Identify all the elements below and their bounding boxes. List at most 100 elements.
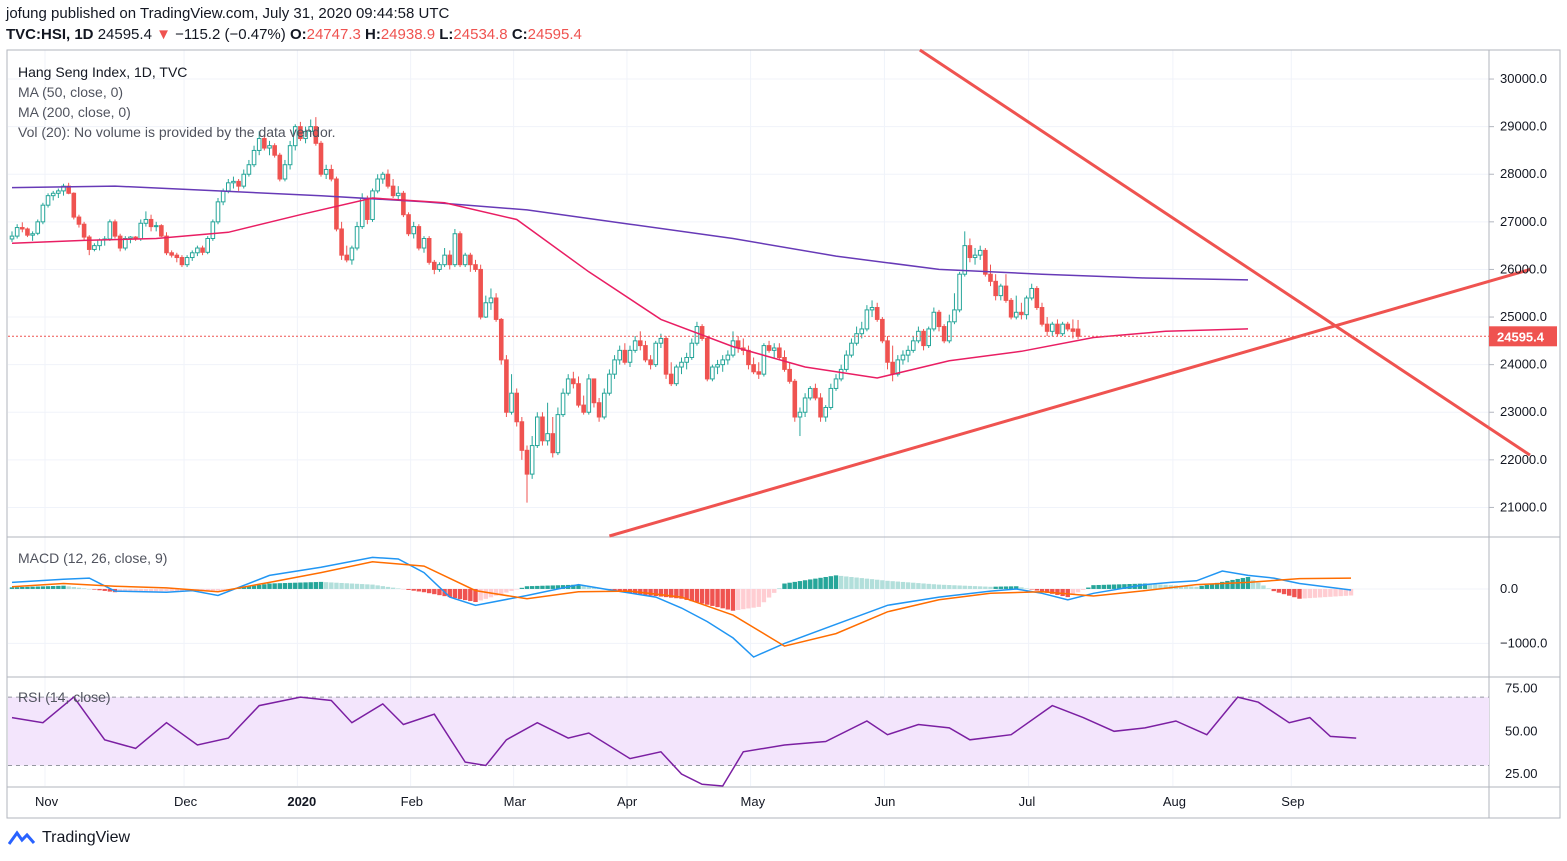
macd-histogram-bar [859,578,864,589]
candle-body [1029,287,1035,299]
macd-histogram-bar [468,588,473,602]
candle-body [97,239,102,247]
macd-histogram-bar [1338,588,1343,597]
candle-body [112,221,118,237]
candle-body [267,145,272,149]
candle-body [591,378,597,404]
macd-histogram-bar [1266,588,1271,589]
candle-body [983,249,988,275]
macd-histogram-bar [741,588,746,610]
time-axis[interactable]: Nov Dec 2020 Feb Mar Apr May Jun Jul Aug Sep [35,794,1304,809]
candlestick-series [9,117,1081,503]
candle-body [107,221,113,240]
legend-title: Hang Seng Index, 1D, TVC [18,64,187,80]
macd-histogram-bar [1153,584,1158,589]
y-tick-label: 29000.0 [1500,119,1547,134]
trendline-support [608,267,1531,538]
macd-histogram-bar [751,588,756,608]
macd-histogram-bar [802,580,808,589]
price-pane[interactable] [7,50,1489,536]
macd-histogram-bar [61,585,66,589]
candle-body [236,180,241,187]
macd-histogram-bar [272,583,277,589]
macd-histogram-bar [396,588,401,589]
price-axis[interactable]: 30000.0 29000.0 28000.0 27000.0 26000.0 25000… [1489,71,1547,514]
candle-body [148,218,154,228]
macd-histogram-bar [143,588,149,592]
symbol-label[interactable]: TVC:HSI, 1D [6,26,94,43]
macd-histogram-bar [432,588,437,595]
macd-histogram-bar [241,587,246,589]
y-tick-label: 26000.0 [1500,261,1547,276]
tradingview-logo-icon [8,830,36,845]
macd-histogram-bar [298,582,303,589]
macd-histogram-bar [9,587,15,589]
macd-histogram-bar [287,582,293,589]
macd-histogram-bar [833,575,839,589]
legend-ma200: MA (200, close, 0) [18,104,131,120]
trendlines[interactable] [608,48,1531,538]
macd-histogram-bar [1029,588,1034,590]
macd-histogram-bar [102,588,107,591]
macd-histogram-bar [478,588,483,601]
price-change: −115.2 (−0.47%) [175,26,286,43]
candle-body [663,337,669,375]
macd-histogram-bar [179,588,185,591]
macd-histogram-bar [957,585,962,589]
macd-histogram-bar [1328,588,1333,597]
macd-histogram-bar [1106,584,1112,589]
macd-histogram-bar [581,585,586,589]
candle-body [323,168,329,175]
macd-histogram-bar [1024,588,1029,589]
macd-histogram-bar [983,586,988,589]
macd-histogram-bar [416,588,422,592]
x-tick-label: Sep [1281,794,1304,809]
rsi-axis: 75.00 50.00 25.00 [1505,681,1538,781]
macd-histogram-bar [1333,588,1338,597]
macd-histogram-bar [14,587,20,589]
macd-histogram-bar [66,586,71,589]
macd-histogram-bar [545,585,550,589]
macd-histogram-bar [1101,584,1106,589]
candle-body [725,354,731,361]
candle-body [730,340,736,356]
candle-body [802,397,808,413]
candle-body [998,285,1004,297]
candle-body [509,392,514,413]
macd-histogram-bar [550,585,555,589]
candle-body [478,268,483,318]
candle-body [936,311,942,328]
macd-histogram-bar [885,580,890,589]
candle-body [195,247,200,254]
candle-body [514,392,520,423]
candle-body [807,387,813,399]
macd-histogram-bar [818,577,823,589]
y-tick-label: 30000.0 [1500,71,1547,86]
candle-body [426,238,432,263]
candle-body [947,321,952,342]
candle-body [442,254,447,266]
candle-body [962,245,968,275]
macd-histogram-bar [123,588,128,593]
trendline-resistance [919,48,1531,457]
tradingview-brand[interactable]: TradingView [8,829,130,847]
candle-body [838,368,844,380]
chart-area[interactable]: 30000.0 29000.0 28000.0 27000.0 26000.0 25000… [0,48,1567,823]
macd-histogram-bar [730,588,736,611]
candle-body [844,354,849,370]
macd-histogram-bar [777,588,782,589]
candle-body [117,235,123,249]
macd-histogram-bar [1039,588,1045,592]
macd-tick-label: 0.0 [1500,581,1518,596]
macd-histogram-bar [679,588,684,599]
candle-body [638,340,643,347]
candle-body [215,201,221,223]
x-tick-label: Nov [35,794,59,809]
candle-body [910,340,916,351]
macd-axis: 0.0 −1000.0 [1500,581,1547,650]
macd-histogram-bar [926,583,931,589]
candle-body [210,221,216,239]
macd-histogram-bar [916,583,921,589]
rsi-line [11,696,1357,787]
candle-body [262,138,267,149]
